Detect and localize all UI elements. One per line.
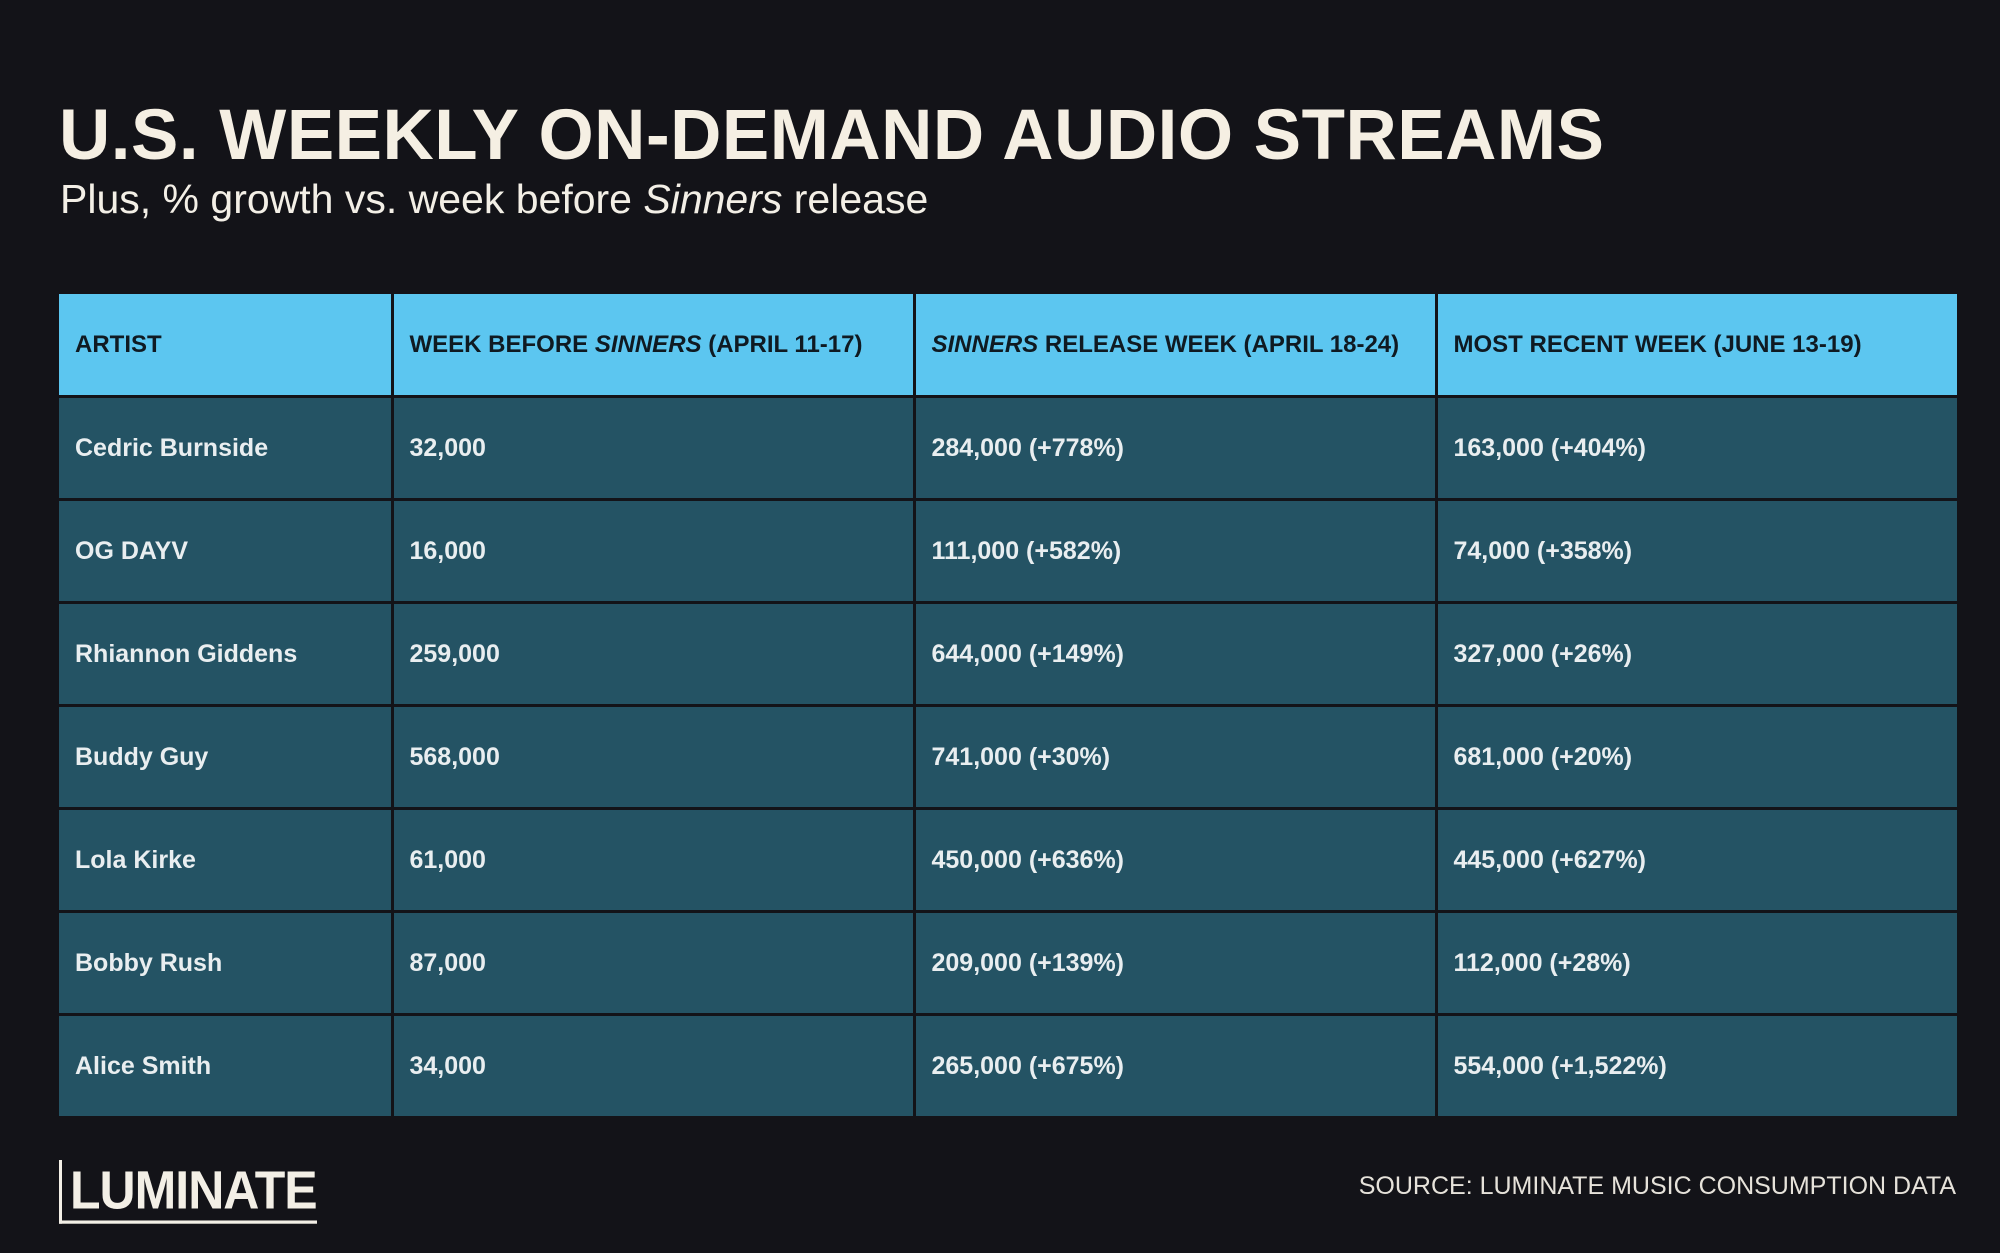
cell-recent-week: 74,000 (+358%) <box>1436 499 1957 604</box>
subtitle-italic: Sinners <box>643 176 783 222</box>
column-header-week-before: WEEK BEFORE SINNERS (APRIL 11-17) <box>392 294 916 398</box>
cell-release-week: 741,000 (+30%) <box>914 705 1438 810</box>
header-row: ARTIST WEEK BEFORE SINNERS (APRIL 11-17)… <box>59 294 1957 398</box>
cell-week-before: 16,000 <box>392 499 916 604</box>
source-note: SOURCE: LUMINATE MUSIC CONSUMPTION DATA <box>1358 1172 1956 1200</box>
cell-week-before: 32,000 <box>392 396 916 501</box>
cell-week-before: 568,000 <box>392 705 916 810</box>
column-header-italic: SINNERS <box>594 330 702 358</box>
cell-artist: Alice Smith <box>59 1014 394 1116</box>
column-header-recent-week: MOST RECENT WEEK (JUNE 13-19) <box>1436 294 1957 398</box>
column-header-release-week: SINNERS RELEASE WEEK (APRIL 18-24) <box>914 294 1438 398</box>
streams-table-container: ARTIST WEEK BEFORE SINNERS (APRIL 11-17)… <box>59 294 1957 1116</box>
cell-release-week: 209,000 (+139%) <box>914 911 1438 1016</box>
table-row: Lola Kirke 61,000 450,000 (+636%) 445,00… <box>59 808 1957 913</box>
table-row: Buddy Guy 568,000 741,000 (+30%) 681,000… <box>59 705 1957 810</box>
cell-release-week: 450,000 (+636%) <box>914 808 1438 913</box>
cell-week-before: 259,000 <box>392 602 916 707</box>
cell-recent-week: 554,000 (+1,522%) <box>1436 1014 1957 1116</box>
subtitle: Plus, % growth vs. week before Sinners r… <box>60 176 928 223</box>
cell-recent-week: 327,000 (+26%) <box>1436 602 1957 707</box>
cell-recent-week: 681,000 (+20%) <box>1436 705 1957 810</box>
cell-recent-week: 112,000 (+28%) <box>1436 911 1957 1016</box>
table-row: Bobby Rush 87,000 209,000 (+139%) 112,00… <box>59 911 1957 1016</box>
cell-week-before: 61,000 <box>392 808 916 913</box>
column-header-pre: WEEK BEFORE <box>409 330 595 358</box>
subtitle-before: Plus, % growth vs. week before <box>60 176 644 222</box>
cell-recent-week: 163,000 (+404%) <box>1436 396 1957 501</box>
table-body: Cedric Burnside 32,000 284,000 (+778%) 1… <box>59 396 1957 1116</box>
streams-table: ARTIST WEEK BEFORE SINNERS (APRIL 11-17)… <box>59 294 1957 1116</box>
cell-week-before: 87,000 <box>392 911 916 1016</box>
cell-release-week: 284,000 (+778%) <box>914 396 1438 501</box>
table-row: Rhiannon Giddens 259,000 644,000 (+149%)… <box>59 602 1957 707</box>
table-row: OG DAYV 16,000 111,000 (+582%) 74,000 (+… <box>59 499 1957 604</box>
table-row: Cedric Burnside 32,000 284,000 (+778%) 1… <box>59 396 1957 501</box>
cell-artist: Buddy Guy <box>59 705 394 810</box>
luminate-logo: LUMINATE <box>59 1160 318 1224</box>
cell-recent-week: 445,000 (+627%) <box>1436 808 1957 913</box>
cell-release-week: 644,000 (+149%) <box>914 602 1438 707</box>
column-header-post: MOST RECENT WEEK (JUNE 13-19) <box>1453 330 1862 358</box>
column-header-italic: SINNERS <box>931 330 1039 358</box>
table-row: Alice Smith 34,000 265,000 (+675%) 554,0… <box>59 1014 1957 1116</box>
cell-artist: Cedric Burnside <box>59 396 394 501</box>
column-header-artist: ARTIST <box>59 294 394 398</box>
cell-week-before: 34,000 <box>392 1014 916 1116</box>
page-title: U.S. WEEKLY ON-DEMAND AUDIO STREAMS <box>59 96 1605 175</box>
column-header-post: RELEASE WEEK (APRIL 18-24) <box>1038 330 1400 358</box>
subtitle-after: release <box>782 176 929 222</box>
cell-artist: Lola Kirke <box>59 808 394 913</box>
column-header-post: ARTIST <box>75 330 162 358</box>
cell-artist: Bobby Rush <box>59 911 394 1016</box>
column-header-post: (APRIL 11-17) <box>701 330 863 358</box>
cell-release-week: 265,000 (+675%) <box>914 1014 1438 1116</box>
cell-release-week: 111,000 (+582%) <box>914 499 1438 604</box>
cell-artist: Rhiannon Giddens <box>59 602 394 707</box>
cell-artist: OG DAYV <box>59 499 394 604</box>
table-header: ARTIST WEEK BEFORE SINNERS (APRIL 11-17)… <box>59 294 1957 398</box>
